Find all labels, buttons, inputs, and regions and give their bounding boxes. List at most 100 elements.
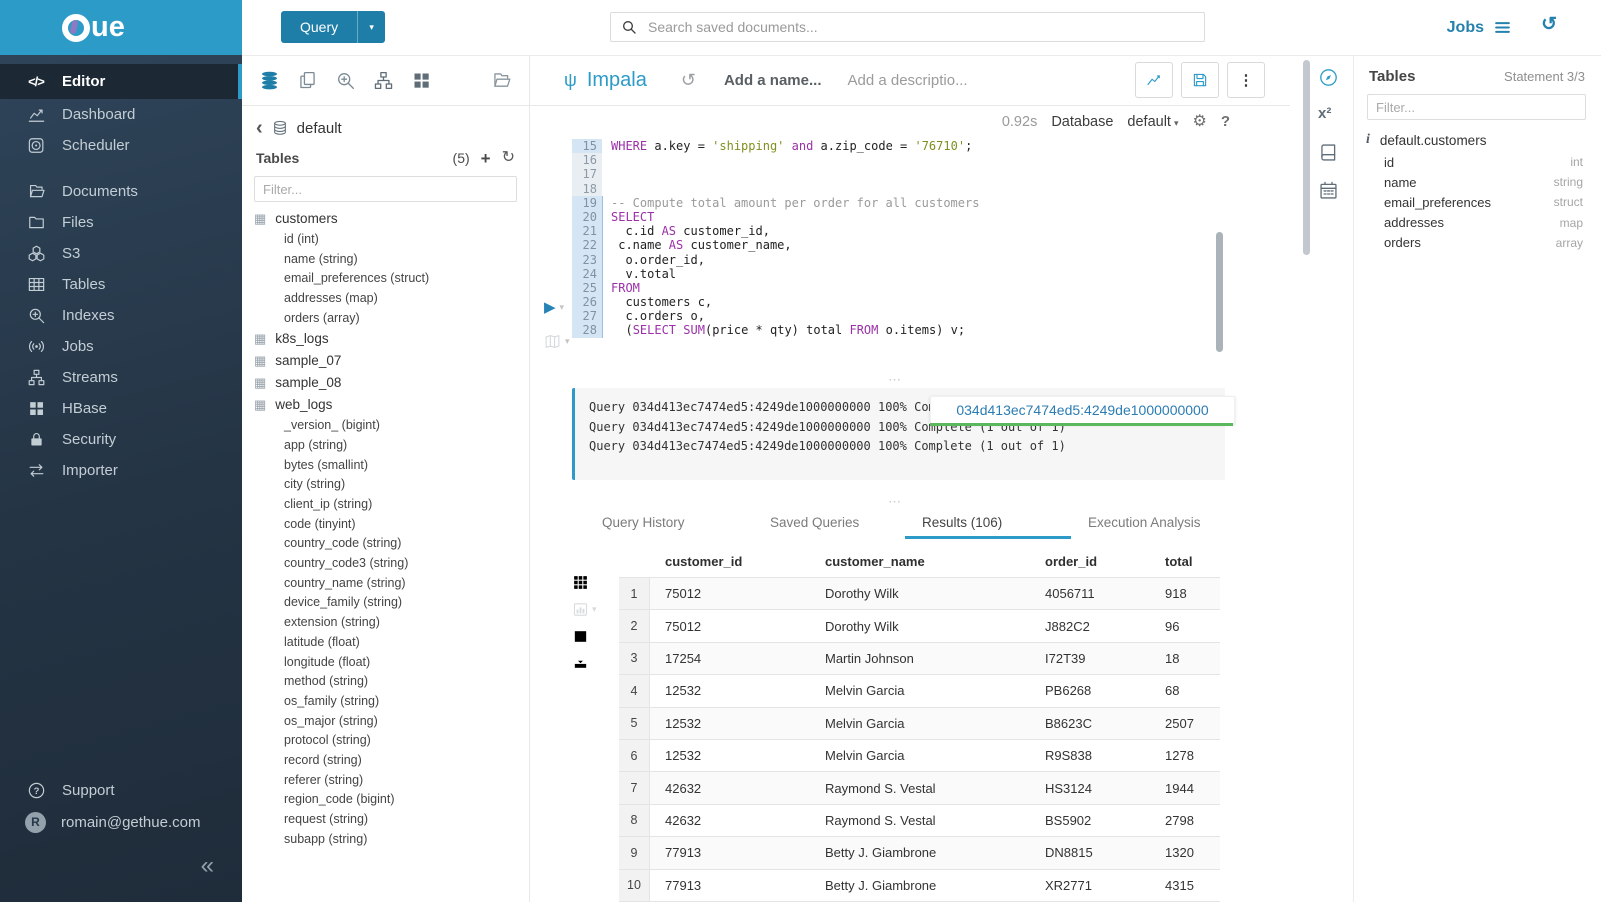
apps-grid-icon[interactable]: [411, 70, 432, 91]
assist-column[interactable]: device_family (string): [254, 593, 529, 613]
documents-source-icon[interactable]: [297, 70, 318, 91]
assist-column[interactable]: region_code (bigint): [254, 790, 529, 810]
assist-column[interactable]: name (string): [254, 249, 529, 269]
chart-view-icon[interactable]: ▾: [572, 601, 597, 618]
sidebar-item-documents[interactable]: Documents: [0, 176, 242, 207]
sidebar-item-streams[interactable]: Streams: [0, 362, 242, 393]
resize-handle-bottom[interactable]: ⋯: [888, 495, 903, 508]
assist-column[interactable]: app (string): [254, 435, 529, 455]
search-input[interactable]: [646, 18, 1194, 36]
assist-column[interactable]: country_name (string): [254, 573, 529, 593]
assist-filter-input[interactable]: [254, 176, 517, 202]
assist-column[interactable]: os_family (string): [254, 691, 529, 711]
editor-help-icon[interactable]: ?: [1221, 113, 1230, 130]
grid-view-icon[interactable]: [572, 574, 589, 591]
assist-column[interactable]: os_major (string): [254, 711, 529, 731]
assist-column[interactable]: subapp (string): [254, 829, 529, 847]
assist-table-k8s-logs[interactable]: ▦k8s_logs: [254, 327, 529, 349]
sidebar-item-tables[interactable]: Tables: [0, 269, 242, 300]
snippet-settings-button[interactable]: ▾: [544, 333, 570, 350]
right-filter-input[interactable]: [1367, 94, 1586, 120]
assist-column[interactable]: protocol (string): [254, 730, 529, 750]
functions-icon[interactable]: x²: [1318, 105, 1331, 122]
schema-column-orders[interactable]: ordersarray: [1384, 233, 1583, 253]
assist-table-web-logs[interactable]: ▦web_logs: [254, 393, 529, 415]
assist-column[interactable]: id (int): [254, 229, 529, 249]
save-button[interactable]: [1181, 62, 1219, 98]
editor-scrollbar[interactable]: [1216, 232, 1223, 352]
sidebar-item-editor[interactable]: </>Editor: [0, 64, 242, 99]
sidebar-item-indexes[interactable]: Indexes: [0, 300, 242, 331]
assist-table-sample-07[interactable]: ▦sample_07: [254, 349, 529, 371]
sidebar-item-dashboard[interactable]: Dashboard: [0, 99, 242, 130]
sitemap-source-icon[interactable]: [373, 70, 394, 91]
assist-column[interactable]: addresses (map): [254, 288, 529, 308]
search-zoom-icon[interactable]: [335, 70, 356, 91]
language-reference-icon[interactable]: [1318, 142, 1339, 163]
assist-column[interactable]: country_code3 (string): [254, 553, 529, 573]
assist-column[interactable]: _version_ (bigint): [254, 415, 529, 435]
sidebar-item-files[interactable]: Files: [0, 207, 242, 238]
sidebar-item-s3[interactable]: S3: [0, 238, 242, 269]
assist-column[interactable]: bytes (smallint): [254, 455, 529, 475]
tab-results-106-[interactable]: Results (106): [922, 515, 1002, 530]
assist-column[interactable]: extension (string): [254, 612, 529, 632]
assist-column[interactable]: city (string): [254, 475, 529, 495]
query-dropdown-caret[interactable]: ▾: [357, 11, 385, 43]
hue-logo[interactable]: ue: [0, 0, 242, 55]
database-name[interactable]: default: [297, 120, 342, 137]
sidebar-item-jobs[interactable]: Jobs: [0, 331, 242, 362]
schema-column-addresses[interactable]: addressesmap: [1384, 213, 1583, 233]
assist-table-customers[interactable]: ▦customers: [254, 207, 529, 229]
schema-column-email-preferences[interactable]: email_preferencesstruct: [1384, 192, 1583, 212]
assist-column[interactable]: request (string): [254, 809, 529, 829]
database-dropdown[interactable]: default▾: [1127, 114, 1178, 130]
jobs-link[interactable]: Jobs: [1447, 0, 1512, 55]
query-name-field[interactable]: Add a name...: [724, 72, 822, 89]
tab-execution-analysis[interactable]: Execution Analysis: [1088, 515, 1201, 530]
tab-query-history[interactable]: Query History: [602, 515, 685, 530]
download-icon[interactable]: [572, 654, 589, 671]
sql-editor[interactable]: 15WHERE a.key = 'shipping' and a.zip_cod…: [572, 139, 1220, 338]
history-icon[interactable]: ↺: [1541, 15, 1557, 34]
new-query-button[interactable]: Query ▾: [281, 11, 385, 43]
assist-column[interactable]: referer (string): [254, 770, 529, 790]
columns-view-icon[interactable]: [572, 628, 589, 645]
more-button[interactable]: ⋮: [1227, 62, 1265, 98]
sidebar-item-hbase[interactable]: HBase: [0, 393, 242, 424]
assist-column[interactable]: longitude (float): [254, 652, 529, 672]
execute-button[interactable]: ▶ ▾: [544, 300, 570, 315]
assist-column[interactable]: email_preferences (struct): [254, 268, 529, 288]
back-chevron-icon[interactable]: ‹: [256, 118, 263, 138]
assist-column[interactable]: country_code (string): [254, 534, 529, 554]
query-description-field[interactable]: Add a descriptio...: [848, 72, 968, 89]
assist-compass-icon[interactable]: [1318, 67, 1339, 88]
assist-column[interactable]: code (tinyint): [254, 514, 529, 534]
assist-column[interactable]: method (string): [254, 671, 529, 691]
global-search[interactable]: [610, 12, 1205, 42]
assist-column[interactable]: latitude (float): [254, 632, 529, 652]
page-scrollbar[interactable]: [1303, 60, 1310, 255]
collapse-sidebar-icon[interactable]: «: [201, 854, 214, 878]
schema-column-name[interactable]: namestring: [1384, 172, 1583, 192]
query-history-icon[interactable]: ↺: [681, 71, 696, 89]
sidebar-item-security[interactable]: Security: [0, 424, 242, 455]
resize-handle-top[interactable]: ⋯: [888, 373, 903, 386]
chart-button[interactable]: [1135, 62, 1173, 98]
tab-saved-queries[interactable]: Saved Queries: [770, 515, 859, 530]
settings-gear-icon[interactable]: ⚙: [1192, 114, 1206, 130]
database-source-icon[interactable]: [259, 70, 280, 91]
open-folder-icon[interactable]: [491, 70, 512, 91]
engine-selector[interactable]: ψ Impala: [564, 69, 647, 92]
assist-column[interactable]: record (string): [254, 750, 529, 770]
user-menu[interactable]: R romain@gethue.com: [0, 806, 242, 838]
assist-column[interactable]: orders (array): [254, 308, 529, 328]
schema-column-id[interactable]: idint: [1384, 152, 1583, 172]
assist-column[interactable]: client_ip (string): [254, 494, 529, 514]
active-table-item[interactable]: i default.customers: [1354, 120, 1601, 148]
sidebar-item-scheduler[interactable]: Scheduler: [0, 130, 242, 161]
sidebar-item-importer[interactable]: Importer: [0, 455, 242, 486]
schedule-icon[interactable]: [1318, 180, 1339, 201]
support-link[interactable]: ? Support: [0, 774, 242, 806]
add-table-icon[interactable]: +: [481, 150, 491, 167]
